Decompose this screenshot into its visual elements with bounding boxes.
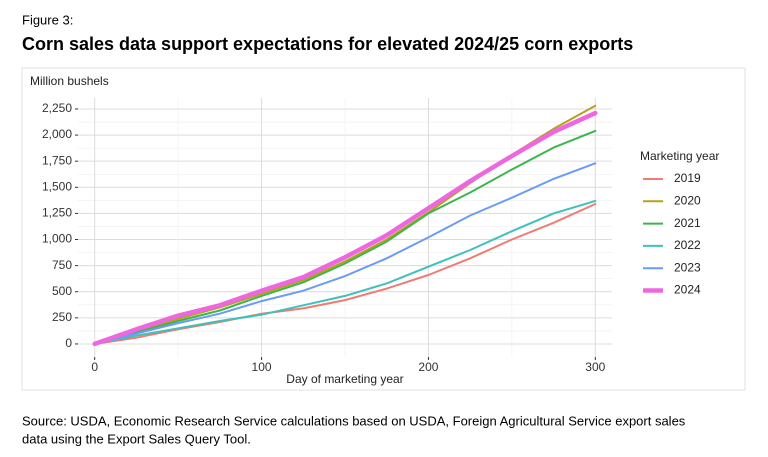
legend-title: Marketing year bbox=[640, 149, 719, 163]
x-tick-label: 300 bbox=[585, 360, 605, 374]
panel bbox=[21, 67, 746, 391]
chart-title: Corn sales data support expectations for… bbox=[22, 34, 633, 54]
series-line bbox=[93, 129, 597, 345]
y-tick-label: 1,000 bbox=[42, 232, 72, 246]
grid bbox=[78, 98, 612, 357]
y-tick-label: 500 bbox=[52, 284, 72, 298]
x-tick-label: 0 bbox=[91, 360, 98, 374]
series-line bbox=[92, 110, 598, 347]
y-tick-label: 2,000 bbox=[42, 127, 72, 141]
legend-label: 2024 bbox=[674, 283, 701, 297]
legend-label: 2020 bbox=[674, 193, 701, 207]
y-tick-label: 0 bbox=[65, 336, 72, 350]
legend-label: 2019 bbox=[674, 171, 701, 185]
y-tick-label: 1,250 bbox=[42, 206, 72, 220]
y-tick-label: 1,500 bbox=[42, 179, 72, 193]
legend-label: 2023 bbox=[674, 260, 701, 274]
y-axis-label: Million bushels bbox=[30, 74, 109, 88]
x-axis-label: Day of marketing year bbox=[286, 372, 403, 386]
y-tick-label: 750 bbox=[52, 258, 72, 272]
legend-label: 2022 bbox=[674, 238, 701, 252]
source-line: data using the Export Sales Query Tool. bbox=[22, 431, 251, 446]
y-tick-label: 2,250 bbox=[42, 101, 72, 115]
x-tick-label: 200 bbox=[418, 360, 438, 374]
y-tick-label: 1,750 bbox=[42, 153, 72, 167]
legend-label: 2021 bbox=[674, 216, 701, 230]
x-tick-label: 100 bbox=[252, 360, 272, 374]
series-line bbox=[93, 162, 597, 345]
source-line: Source: USDA, Economic Research Service … bbox=[22, 413, 686, 428]
figure-label: Figure 3: bbox=[22, 12, 73, 27]
y-tick-label: 250 bbox=[52, 310, 72, 324]
series-line bbox=[93, 199, 597, 345]
